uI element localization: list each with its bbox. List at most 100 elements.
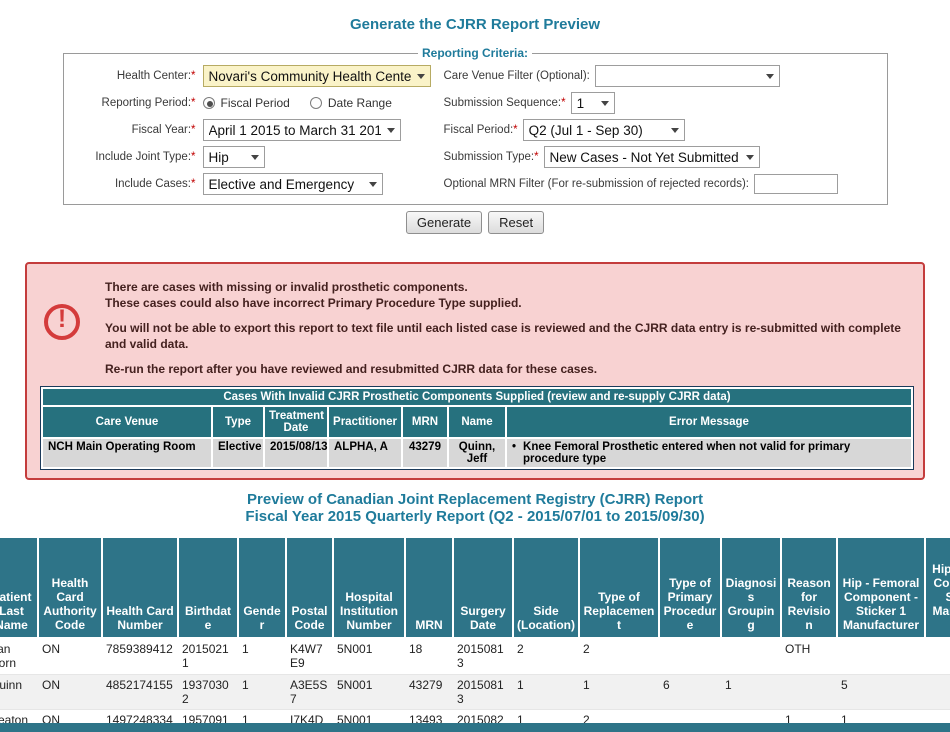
care-venue-filter-label: Care Venue Filter (Optional): [443, 70, 590, 82]
report-cell: 5N001 [333, 638, 405, 675]
fiscal-period-select[interactable]: Q2 (Jul 1 - Sep 30) [522, 119, 685, 141]
include-cases-label: Include Cases:* [72, 178, 196, 190]
invalid-column-header: Treatment Date [265, 407, 327, 437]
reporting-period-radios: Fiscal Period Date Range [202, 96, 406, 110]
report-cell: 4852174155 [102, 674, 178, 710]
criteria-left-column: Health Center:* Novari's Community Healt… [72, 65, 444, 195]
label-text: Submission Sequence: [443, 97, 562, 109]
date-range-radio-label: Date Range [327, 96, 392, 110]
select-value: Elective and Emergency [208, 176, 355, 192]
horizontal-scrollbar[interactable] [0, 723, 950, 732]
generate-button[interactable]: Generate [405, 211, 483, 234]
reporting-criteria-legend: Reporting Criteria: [421, 46, 528, 60]
report-column-header: MRN [404, 538, 453, 639]
error-message-text: Knee Femoral Prosthetic entered when not… [523, 441, 851, 465]
include-joint-type-select[interactable]: Hip [202, 146, 265, 168]
report-cell: Quinn [0, 674, 38, 710]
report-cell: 19370302 [178, 674, 238, 710]
report-cell: ON [38, 674, 102, 710]
criteria-columns: Health Center:* Novari's Community Healt… [72, 65, 879, 195]
report-column-header: Type of Replacement [578, 538, 659, 639]
fiscal-period-radio[interactable] [202, 97, 215, 109]
health-center-row: Health Center:* Novari's Community Healt… [72, 65, 444, 87]
required-asterisk: * [561, 97, 566, 109]
report-cell: 43279 [405, 674, 453, 710]
report-cell [837, 638, 925, 675]
report-column-header: Hip - Femoral Component - Sticker 1 Manu… [924, 538, 950, 639]
report-column-header: Hip - Femoral Component - Sticker 1 Manu… [836, 538, 925, 639]
report-cell: 20150211 [178, 638, 238, 675]
mrn-filter-row: Optional MRN Filter (For re-submission o… [444, 173, 879, 195]
warning-text-block: There are cases with missing or invalid … [105, 279, 917, 377]
select-value: Q2 (Jul 1 - Sep 30) [528, 122, 643, 138]
required-asterisk: * [191, 124, 196, 136]
required-asterisk: * [534, 151, 539, 163]
include-cases-select[interactable]: Elective and Emergency [202, 173, 383, 195]
reporting-criteria-fieldset: Reporting Criteria: Health Center:* Nova… [62, 46, 888, 205]
fiscal-year-select[interactable]: April 1 2015 to March 31 2016 [202, 119, 401, 141]
submission-type-row: Submission Type:* New Cases - Not Yet Su… [444, 146, 879, 168]
report-column-header: Health Card Authority Code [37, 538, 102, 639]
reporting-period-row: Reporting Period:* Fiscal Period Date Ra… [72, 92, 444, 114]
fiscal-year-label: Fiscal Year:* [72, 124, 196, 136]
submission-sequence-select[interactable]: 1 [570, 92, 615, 114]
report-cell: 7859389412 [102, 638, 178, 675]
label-text: Include Joint Type: [95, 151, 192, 163]
report-column-header: Diagnosis Grouping [720, 538, 781, 639]
care-venue-filter-select[interactable] [594, 65, 780, 87]
health-center-label: Health Center:* [72, 70, 196, 82]
required-asterisk: * [191, 97, 196, 109]
report-table-header-row: Patient Last NameHealth Card Authority C… [0, 538, 950, 639]
care-venue-cell: NCH Main Operating Room [43, 439, 211, 467]
report-row: QuinnON4852174155193703021A3E5S75N001432… [0, 674, 950, 710]
fiscal-period-radio-label: Fiscal Period [220, 96, 290, 110]
report-column-header: Health Card Number [101, 538, 178, 639]
date-range-radio[interactable] [309, 97, 322, 109]
report-cell [925, 674, 950, 710]
health-center-select[interactable]: Novari's Community Health Center [202, 65, 431, 87]
report-cell: 5 [837, 674, 925, 710]
page-title: Generate the CJRR Report Preview [349, 16, 601, 33]
select-value: Hip [208, 149, 229, 165]
mrn-filter-input[interactable] [753, 174, 838, 194]
invalid-column-header: Error Message [507, 407, 911, 437]
name-cell: Quinn, Jeff [449, 439, 505, 467]
include-cases-row: Include Cases:* Elective and Emergency [72, 173, 444, 195]
error-message-wrap: Knee Femoral Prosthetic entered when not… [512, 441, 906, 465]
submission-type-select[interactable]: New Cases - Not Yet Submitted [543, 146, 760, 168]
report-cell: 5N001 [333, 674, 405, 710]
report-column-header: Side (Location) [512, 538, 579, 639]
report-cell [721, 638, 781, 675]
invalid-column-header: Type [213, 407, 263, 437]
report-column-header: Birthdate [177, 538, 238, 639]
required-asterisk: * [513, 124, 518, 136]
report-cell [925, 638, 950, 675]
report-cell [781, 674, 837, 710]
report-cell: 6 [659, 674, 721, 710]
reporting-period-label: Reporting Period:* [72, 97, 196, 109]
report-cell: A3E5S7 [286, 674, 333, 710]
required-asterisk: * [191, 178, 196, 190]
report-cell: 2 [513, 638, 579, 675]
invalid-column-header: Care Venue [43, 407, 211, 437]
report-cell: 20150813 [453, 674, 513, 710]
report-cell: 18 [405, 638, 453, 675]
label-text: Submission Type: [443, 151, 535, 163]
report-column-header: Gender [237, 538, 286, 639]
label-text: Fiscal Year: [131, 124, 192, 136]
bullet-icon [512, 441, 516, 453]
report-cell: K4W7E9 [286, 638, 333, 675]
select-value: Novari's Community Health Center [208, 68, 411, 84]
label-text: Include Cases: [114, 178, 192, 190]
warning-paragraph: Re-run the report after you have reviewe… [105, 362, 598, 376]
submission-sequence-label: Submission Sequence:* [444, 97, 566, 109]
reset-button[interactable]: Reset [488, 211, 545, 234]
warning-line: There are cases with missing or invalid … [105, 280, 468, 294]
chevron-down-icon [250, 154, 259, 160]
invalid-table-caption-row: Cases With Invalid CJRR Prosthetic Compo… [43, 389, 911, 405]
report-table-container: Patient Last NameHealth Card Authority C… [0, 538, 950, 732]
select-value: 1 [576, 95, 585, 111]
chevron-down-icon [386, 127, 395, 133]
warning-exclamation-icon [44, 304, 80, 340]
